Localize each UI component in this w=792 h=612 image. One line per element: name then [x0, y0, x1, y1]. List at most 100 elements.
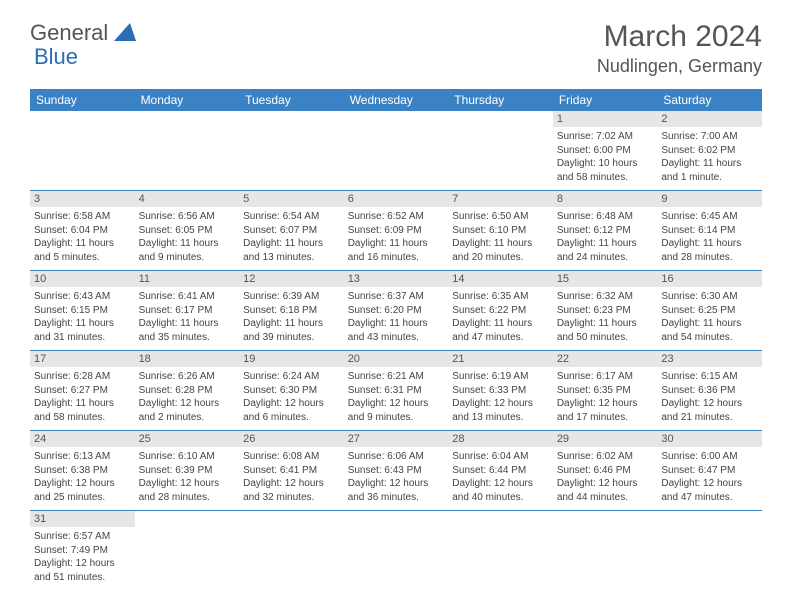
day-info-line: and 51 minutes. [34, 571, 131, 585]
calendar-day-cell: 23Sunrise: 6:15 AMSunset: 6:36 PMDayligh… [657, 351, 762, 431]
day-info-line: Sunrise: 6:13 AM [34, 450, 131, 464]
day-number: 26 [239, 431, 344, 447]
weekday-header: Saturday [657, 89, 762, 111]
day-info-line: Sunset: 6:05 PM [139, 224, 236, 238]
calendar-day-cell: 21Sunrise: 6:19 AMSunset: 6:33 PMDayligh… [448, 351, 553, 431]
day-number: 2 [657, 111, 762, 127]
calendar-week-row: 3Sunrise: 6:58 AMSunset: 6:04 PMDaylight… [30, 191, 762, 271]
calendar-day-cell: 8Sunrise: 6:48 AMSunset: 6:12 PMDaylight… [553, 191, 658, 271]
day-number: 30 [657, 431, 762, 447]
day-number: 16 [657, 271, 762, 287]
day-info-line: and 9 minutes. [348, 411, 445, 425]
day-info-line: Daylight: 12 hours [139, 477, 236, 491]
day-info-line: Sunrise: 6:58 AM [34, 210, 131, 224]
day-info-line: Sunset: 6:36 PM [661, 384, 758, 398]
day-info-line: Sunset: 6:47 PM [661, 464, 758, 478]
day-info-line: Daylight: 11 hours [661, 237, 758, 251]
day-info-line: Sunrise: 7:02 AM [557, 130, 654, 144]
day-number: 1 [553, 111, 658, 127]
day-info-line: Sunrise: 6:30 AM [661, 290, 758, 304]
day-info-line: Sunset: 6:43 PM [348, 464, 445, 478]
calendar-day-cell: 11Sunrise: 6:41 AMSunset: 6:17 PMDayligh… [135, 271, 240, 351]
day-info-line: Sunset: 6:10 PM [452, 224, 549, 238]
calendar-day-cell: 12Sunrise: 6:39 AMSunset: 6:18 PMDayligh… [239, 271, 344, 351]
day-info-line: and 25 minutes. [34, 491, 131, 505]
calendar-day-cell: 4Sunrise: 6:56 AMSunset: 6:05 PMDaylight… [135, 191, 240, 271]
day-info-line: Sunset: 6:15 PM [34, 304, 131, 318]
day-info-line: and 20 minutes. [452, 251, 549, 265]
day-info-line: and 2 minutes. [139, 411, 236, 425]
day-number: 29 [553, 431, 658, 447]
day-info-line: Sunset: 6:17 PM [139, 304, 236, 318]
calendar-day-cell: 3Sunrise: 6:58 AMSunset: 6:04 PMDaylight… [30, 191, 135, 271]
day-info-line: Daylight: 12 hours [557, 477, 654, 491]
day-info-line: Sunset: 6:14 PM [661, 224, 758, 238]
day-info-line: and 6 minutes. [243, 411, 340, 425]
calendar-table: Sunday Monday Tuesday Wednesday Thursday… [30, 89, 762, 590]
location: Nudlingen, Germany [597, 56, 762, 77]
day-number: 7 [448, 191, 553, 207]
day-info-line: and 50 minutes. [557, 331, 654, 345]
calendar-day-cell: 7Sunrise: 6:50 AMSunset: 6:10 PMDaylight… [448, 191, 553, 271]
day-info-line: Sunrise: 6:24 AM [243, 370, 340, 384]
day-number: 20 [344, 351, 449, 367]
header: General March 2024 Nudlingen, Germany [30, 20, 762, 77]
day-number: 27 [344, 431, 449, 447]
day-info-line: Sunset: 6:00 PM [557, 144, 654, 158]
day-info-line: Daylight: 11 hours [452, 237, 549, 251]
weekday-header: Friday [553, 89, 658, 111]
day-number: 23 [657, 351, 762, 367]
calendar-day-cell: 17Sunrise: 6:28 AMSunset: 6:27 PMDayligh… [30, 351, 135, 431]
day-info-line: Daylight: 12 hours [243, 477, 340, 491]
day-info-line: and 43 minutes. [348, 331, 445, 345]
calendar-week-row: 31Sunrise: 6:57 AMSunset: 7:49 PMDayligh… [30, 511, 762, 591]
day-info-line: Daylight: 11 hours [661, 317, 758, 331]
day-number: 31 [30, 511, 135, 527]
day-info-line: Sunset: 6:12 PM [557, 224, 654, 238]
calendar-day-cell: 22Sunrise: 6:17 AMSunset: 6:35 PMDayligh… [553, 351, 658, 431]
day-info-line: Sunset: 6:02 PM [661, 144, 758, 158]
day-info-line: Sunset: 6:33 PM [452, 384, 549, 398]
logo-part2: Blue [34, 44, 78, 70]
day-info-line: Daylight: 12 hours [452, 397, 549, 411]
day-info-line: and 13 minutes. [243, 251, 340, 265]
day-info-line: Daylight: 11 hours [452, 317, 549, 331]
calendar-day-cell [657, 511, 762, 591]
day-info-line: Sunset: 6:22 PM [452, 304, 549, 318]
day-info-line: Sunset: 6:18 PM [243, 304, 340, 318]
day-info-line: Sunset: 6:41 PM [243, 464, 340, 478]
day-info-line: Sunset: 6:09 PM [348, 224, 445, 238]
calendar-day-cell: 15Sunrise: 6:32 AMSunset: 6:23 PMDayligh… [553, 271, 658, 351]
weekday-header: Tuesday [239, 89, 344, 111]
day-number: 14 [448, 271, 553, 287]
day-info-line: and 24 minutes. [557, 251, 654, 265]
day-info-line: Sunset: 6:31 PM [348, 384, 445, 398]
day-info-line: and 47 minutes. [452, 331, 549, 345]
day-number: 8 [553, 191, 658, 207]
calendar-day-cell: 5Sunrise: 6:54 AMSunset: 6:07 PMDaylight… [239, 191, 344, 271]
day-info-line: Daylight: 12 hours [34, 477, 131, 491]
day-number: 24 [30, 431, 135, 447]
day-info-line: Daylight: 12 hours [139, 397, 236, 411]
day-info-line: Daylight: 12 hours [348, 397, 445, 411]
day-info-line: Daylight: 11 hours [661, 157, 758, 171]
day-info-line: Sunrise: 6:35 AM [452, 290, 549, 304]
day-info-line: Sunrise: 6:54 AM [243, 210, 340, 224]
day-number: 22 [553, 351, 658, 367]
calendar-day-cell: 31Sunrise: 6:57 AMSunset: 7:49 PMDayligh… [30, 511, 135, 591]
calendar-week-row: 24Sunrise: 6:13 AMSunset: 6:38 PMDayligh… [30, 431, 762, 511]
day-info-line: Daylight: 11 hours [34, 397, 131, 411]
calendar-day-cell [30, 111, 135, 191]
day-info-line: Sunrise: 6:45 AM [661, 210, 758, 224]
calendar-day-cell: 26Sunrise: 6:08 AMSunset: 6:41 PMDayligh… [239, 431, 344, 511]
day-info-line: Daylight: 11 hours [139, 317, 236, 331]
day-info-line: Sunrise: 6:32 AM [557, 290, 654, 304]
day-info-line: Sunset: 6:25 PM [661, 304, 758, 318]
day-info-line: Sunset: 6:44 PM [452, 464, 549, 478]
day-info-line: and 40 minutes. [452, 491, 549, 505]
day-info-line: Sunset: 6:35 PM [557, 384, 654, 398]
day-info-line: Sunset: 6:23 PM [557, 304, 654, 318]
day-info-line: Sunset: 6:20 PM [348, 304, 445, 318]
calendar-day-cell: 2Sunrise: 7:00 AMSunset: 6:02 PMDaylight… [657, 111, 762, 191]
day-info-line: Sunrise: 6:26 AM [139, 370, 236, 384]
